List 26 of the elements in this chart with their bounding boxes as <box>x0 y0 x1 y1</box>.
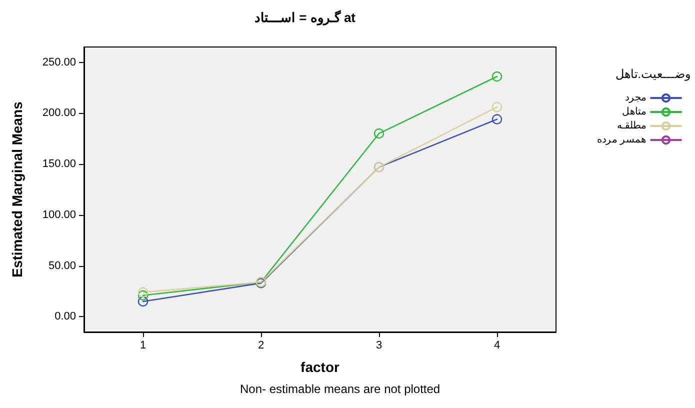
chart-title: گـروه = اســـتاد at <box>254 9 356 26</box>
point <box>138 296 148 307</box>
y-tick-label: 50.00 <box>48 260 76 272</box>
y-tick-label: 0.00 <box>54 310 76 323</box>
legend-label: مطلقـه <box>617 120 646 132</box>
y-tick-label: 200.00 <box>42 107 76 120</box>
legend-label: همسر مرده <box>597 134 646 146</box>
point <box>374 128 384 139</box>
point <box>138 290 148 300</box>
y-axis-title: Estimated Marginal Means <box>9 101 25 278</box>
x-tick-label: 2 <box>258 340 264 352</box>
legend-label: مجرد <box>625 92 646 104</box>
point <box>492 102 502 112</box>
text: Non- estimable means are not plotted <box>240 382 440 396</box>
y-tick-label: 250.00 <box>42 56 76 68</box>
point <box>492 114 502 124</box>
x-tick-label: 4 <box>494 340 500 352</box>
point <box>138 287 148 298</box>
legend-title: وضـــعیت.تاهل <box>616 67 692 81</box>
x-tick-label: 3 <box>376 340 382 352</box>
y-tick-label: 150.00 <box>42 158 76 170</box>
legend-label: متاهل <box>622 106 646 118</box>
y-tick-label: 100.00 <box>42 208 76 221</box>
x-axis-title: factor <box>300 359 340 375</box>
x-tick-label: 1 <box>140 340 146 352</box>
point <box>492 71 502 82</box>
